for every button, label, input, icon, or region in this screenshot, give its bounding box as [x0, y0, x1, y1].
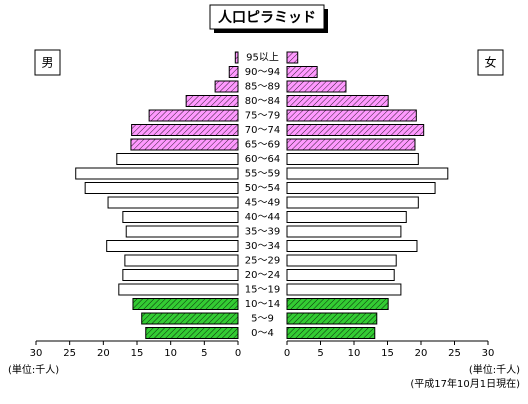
- bar: [75, 167, 239, 180]
- bar: [84, 182, 239, 194]
- x-tick-label: 15: [131, 348, 144, 359]
- bar: [286, 66, 318, 78]
- x-tick-label: 25: [63, 348, 76, 359]
- category-label: 15～19: [245, 285, 280, 296]
- x-tick-label: 25: [448, 348, 461, 359]
- bar: [286, 196, 419, 209]
- bar: [286, 283, 402, 296]
- category-label: 70～74: [245, 125, 280, 136]
- bar: [145, 327, 239, 339]
- category-label: 25～29: [245, 256, 280, 267]
- left-unit: (単位:千人): [8, 363, 59, 376]
- category-label: 20～24: [245, 270, 280, 281]
- bar: [125, 225, 239, 238]
- bar: [286, 254, 397, 267]
- x-tick-label: 5: [201, 348, 207, 359]
- category-label: 45～49: [245, 198, 280, 209]
- category-label: 10～14: [245, 299, 280, 310]
- bar: [286, 124, 425, 136]
- bar: [286, 298, 389, 310]
- x-tick-label: 0: [284, 348, 290, 359]
- category-label: 40～44: [245, 212, 280, 223]
- bar: [234, 51, 239, 64]
- bar: [286, 51, 299, 64]
- x-tick-label: 15: [381, 348, 394, 359]
- chart-title: 人口ピラミッド: [218, 9, 316, 26]
- x-tick-label: 30: [482, 348, 495, 359]
- x-tick-label: 0: [235, 348, 241, 359]
- bar: [124, 254, 239, 267]
- left-label: 男: [41, 56, 53, 70]
- category-label: 65～69: [245, 140, 280, 151]
- bar: [185, 95, 239, 107]
- bar: [286, 167, 449, 180]
- category-label: 85～89: [245, 82, 280, 93]
- right-label-box: [477, 49, 504, 76]
- bar: [106, 240, 239, 252]
- bar: [286, 182, 436, 194]
- x-tick-label: 30: [30, 348, 43, 359]
- bar: [118, 283, 239, 296]
- bar: [286, 225, 402, 238]
- bar: [286, 211, 407, 223]
- bar: [286, 327, 376, 339]
- bar: [122, 269, 239, 281]
- bar: [107, 196, 239, 209]
- x-tick-label: 5: [317, 348, 323, 359]
- bar: [286, 95, 389, 107]
- right-label: 女: [484, 55, 496, 70]
- bar: [286, 240, 418, 252]
- bar: [286, 80, 347, 93]
- bar: [148, 109, 239, 122]
- x-tick-label: 10: [348, 348, 361, 359]
- bar: [141, 312, 239, 325]
- category-label: 5～9: [251, 314, 274, 325]
- category-label: 75～79: [245, 111, 280, 122]
- bar: [132, 298, 239, 310]
- right-unit: (単位:千人): [469, 363, 520, 376]
- bar: [214, 80, 239, 93]
- category-label: 60～64: [245, 154, 280, 165]
- bar: [228, 66, 239, 78]
- category-label: 90～94: [245, 67, 280, 78]
- bar: [286, 312, 378, 325]
- bar: [131, 124, 239, 136]
- bar: [122, 211, 239, 223]
- bar: [116, 153, 239, 165]
- category-label: 0～4: [251, 328, 274, 339]
- category-label: 30～34: [245, 241, 280, 252]
- bar: [130, 138, 239, 151]
- bar: [286, 109, 417, 122]
- bar: [286, 138, 416, 151]
- x-tick-label: 20: [97, 348, 110, 359]
- title-box: [209, 4, 325, 30]
- category-label: 95以上: [246, 52, 279, 64]
- bar: [286, 269, 395, 281]
- category-label: 80～84: [245, 96, 280, 107]
- category-label: 55～59: [245, 169, 280, 180]
- date-note: (平成17年10月1日現在): [410, 377, 520, 390]
- x-tick-label: 20: [415, 348, 428, 359]
- category-label: 35～39: [245, 227, 280, 238]
- category-label: 50～54: [245, 183, 280, 194]
- bar: [286, 153, 419, 165]
- left-label-box: [34, 49, 61, 76]
- x-tick-label: 10: [164, 348, 177, 359]
